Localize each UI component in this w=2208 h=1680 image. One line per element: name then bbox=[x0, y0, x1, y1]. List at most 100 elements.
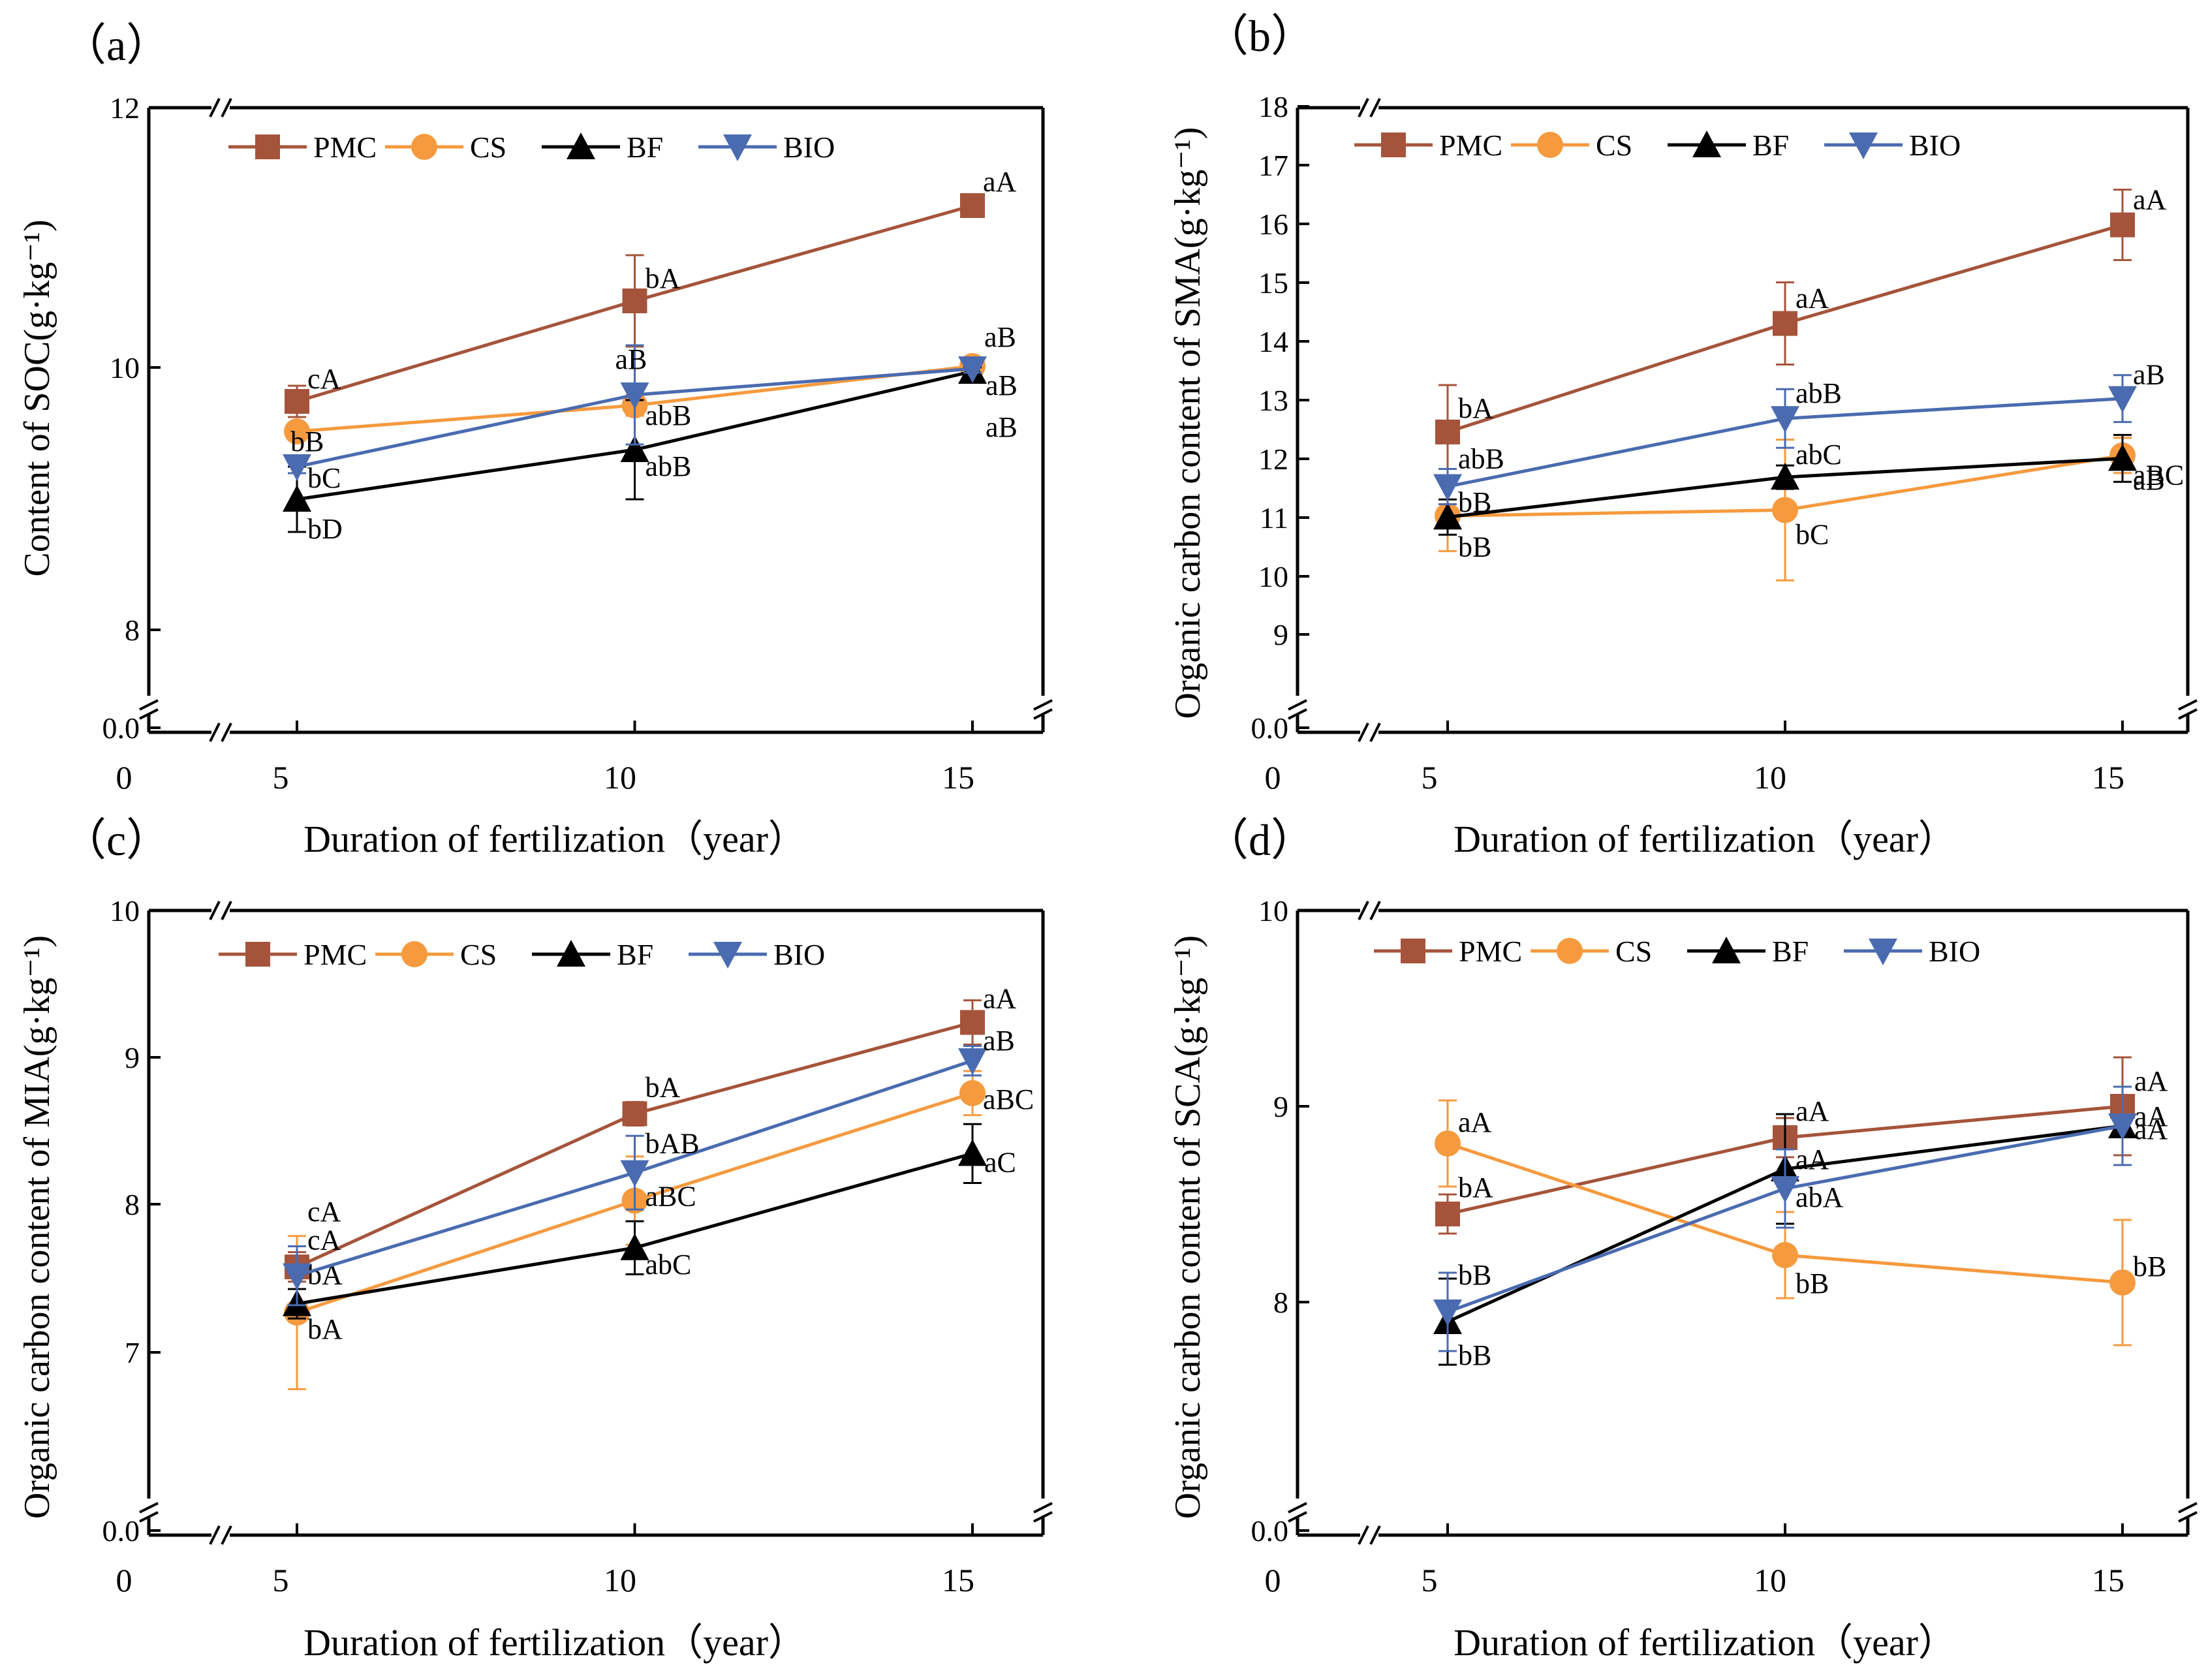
y-tick-label: 14 bbox=[1258, 325, 1288, 358]
data-point-pmc bbox=[622, 1101, 647, 1127]
y-tick-label: 0.0 bbox=[1251, 1514, 1289, 1548]
significance-label: bA bbox=[1458, 392, 1493, 424]
significance-label: aBC bbox=[2133, 459, 2184, 491]
significance-label: aA bbox=[983, 166, 1017, 198]
data-point-cs bbox=[1772, 497, 1798, 523]
significance-label: bB bbox=[2133, 1251, 2166, 1283]
significance-label: abC bbox=[645, 1249, 692, 1281]
x-axis-label: Duration of fertilization（year） bbox=[1454, 818, 1956, 860]
legend-label: BIO bbox=[1929, 935, 1980, 968]
significance-label: bB bbox=[1458, 531, 1491, 563]
x-axis-break-mark bbox=[209, 1525, 232, 1545]
legend-marker bbox=[1557, 938, 1583, 964]
legend-item-cs: CS bbox=[385, 131, 506, 164]
data-point-bf bbox=[1433, 503, 1462, 530]
legend-label: BF bbox=[1772, 935, 1809, 968]
y-tick-label: 12 bbox=[110, 91, 140, 125]
series-cs: aA bB bB bbox=[1435, 1099, 2166, 1346]
y-tick-label: 8 bbox=[125, 614, 140, 647]
top-axis-break-mark bbox=[209, 901, 232, 920]
legend-label: BIO bbox=[1909, 129, 1961, 162]
legend: PMC CS BF BIO bbox=[1374, 935, 1980, 968]
legend-item-bio: BIO bbox=[1844, 935, 1980, 968]
top-axis-break-mark bbox=[1358, 901, 1381, 920]
series-bf: bD abB aB bbox=[283, 357, 1018, 545]
series-pmc: cA bA aA bbox=[285, 166, 1017, 418]
significance-label: bB bbox=[1796, 1268, 1829, 1299]
significance-label: aA bbox=[2134, 1065, 2168, 1097]
y-axis-label: Organic carbon content of MIA(g·kg⁻¹) bbox=[17, 935, 57, 1519]
significance-label: bC bbox=[1796, 518, 1829, 550]
significance-label: bA bbox=[645, 1071, 681, 1103]
y-axis-label: Content of SOC(g·kg⁻¹) bbox=[17, 219, 57, 576]
legend-item-bio: BIO bbox=[1824, 129, 1961, 162]
significance-label: cA bbox=[307, 1224, 341, 1256]
significance-label: aA bbox=[1796, 283, 1829, 315]
y-tick-label: 8 bbox=[1273, 1286, 1288, 1319]
y-tick-label: 10 bbox=[110, 894, 140, 927]
data-point-bio bbox=[958, 1048, 987, 1076]
legend-marker bbox=[723, 134, 752, 161]
legend-marker bbox=[567, 132, 595, 159]
legend-item-bf: BF bbox=[542, 131, 663, 164]
y-tick-label: 9 bbox=[125, 1041, 140, 1074]
legend: PMC CS BF BIO bbox=[219, 938, 825, 971]
x-tick-label: 0 bbox=[1265, 759, 1281, 796]
legend-marker bbox=[713, 942, 742, 969]
panel-a: 0.0 8 10 12 0 5 10 15 （a） Duration of fertilizati… bbox=[17, 20, 1053, 860]
right-axis-break-mark bbox=[2178, 696, 2198, 720]
significance-label: abB bbox=[645, 450, 692, 482]
legend-label: PMC bbox=[1459, 935, 1522, 968]
legend-label: BF bbox=[617, 938, 653, 971]
data-point-bio bbox=[1433, 474, 1462, 501]
y-axis-break-mark bbox=[1288, 696, 1307, 720]
legend-label: PMC bbox=[313, 131, 377, 164]
legend-marker bbox=[1692, 131, 1721, 157]
legend-label: BF bbox=[627, 131, 663, 164]
data-point-pmc bbox=[1773, 311, 1797, 336]
significance-label: aA bbox=[2134, 1113, 2168, 1145]
significance-label: cA bbox=[307, 363, 341, 395]
series-bf: bB abC aBC bbox=[1433, 433, 2184, 536]
top-axis-break-mark bbox=[209, 98, 232, 117]
significance-label: abB bbox=[1796, 377, 1842, 409]
panel-label: （d） bbox=[1204, 815, 1315, 865]
panel-c: 0.0 7 8 9 10 0 5 10 15 （c） Duration of fertilizati… bbox=[17, 815, 1053, 1664]
data-point-bio bbox=[1771, 406, 1799, 433]
y-tick-label: 10 bbox=[1258, 560, 1288, 593]
significance-label: aA bbox=[2134, 1100, 2168, 1132]
x-tick-label: 15 bbox=[942, 1562, 974, 1598]
x-axis-label: Duration of fertilization（year） bbox=[303, 1621, 806, 1664]
legend-item-bio: BIO bbox=[689, 938, 825, 971]
y-axis-label: Organic carbon content of SMA(g·kg⁻¹) bbox=[1168, 127, 1208, 719]
data-point-cs bbox=[1772, 1242, 1798, 1268]
legend-label: PMC bbox=[1439, 129, 1502, 162]
significance-label: abB bbox=[645, 399, 692, 431]
data-point-pmc bbox=[622, 288, 647, 313]
legend-item-bf: BF bbox=[1668, 129, 1789, 162]
data-point-bf bbox=[620, 1233, 649, 1260]
legend-marker bbox=[1849, 132, 1878, 159]
series-bio: abB abB aB bbox=[1433, 359, 2165, 505]
data-point-pmc bbox=[1435, 419, 1460, 444]
y-tick-label: 8 bbox=[125, 1188, 140, 1221]
legend-item-bio: BIO bbox=[698, 131, 835, 164]
data-point-bf bbox=[958, 1139, 987, 1166]
y-tick-label: 10 bbox=[1258, 894, 1288, 927]
legend-marker bbox=[1381, 132, 1406, 157]
y-tick-label: 0.0 bbox=[102, 1514, 140, 1548]
panel-label: （c） bbox=[62, 815, 170, 865]
legend-label: PMC bbox=[303, 938, 367, 971]
legend-marker bbox=[1537, 132, 1563, 158]
legend-label: BIO bbox=[783, 131, 835, 164]
right-axis-break-mark bbox=[1033, 1499, 1053, 1523]
data-point-pmc bbox=[960, 193, 985, 218]
significance-label: aA bbox=[1796, 1143, 1829, 1175]
data-point-bf bbox=[2108, 444, 2137, 471]
legend-marker bbox=[557, 940, 585, 967]
top-axis-break-mark bbox=[1358, 98, 1381, 117]
data-point-bf bbox=[620, 435, 649, 462]
data-point-bf bbox=[283, 485, 311, 512]
panel-d: 0.0 8 9 10 0 5 10 15 （d） Duration of fertilizatio… bbox=[1168, 815, 2198, 1664]
